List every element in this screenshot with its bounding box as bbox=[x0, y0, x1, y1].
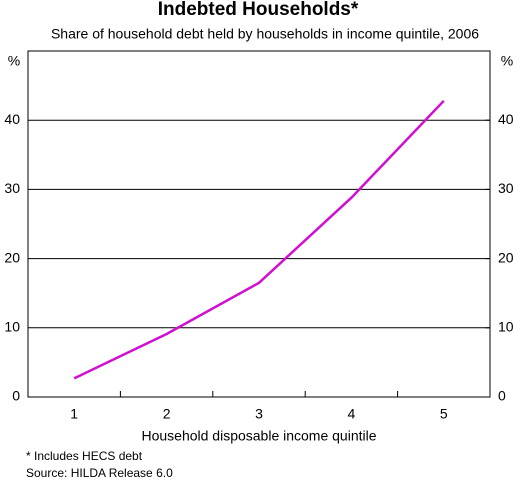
y2-tick-label: 0 bbox=[498, 388, 506, 404]
data-line bbox=[73, 99, 445, 380]
x-tick-label: 3 bbox=[255, 406, 263, 422]
x-axis-label: Household disposable income quintile bbox=[141, 428, 376, 444]
footnote: * Includes HECS debt bbox=[26, 449, 143, 463]
x-tick-label: 5 bbox=[440, 406, 448, 422]
y2-unit: % bbox=[501, 53, 513, 69]
y2-tick-label: 40 bbox=[498, 111, 514, 127]
chart-title: Indebted Households* bbox=[158, 0, 359, 20]
plot-frame bbox=[27, 50, 491, 398]
x-tick-label: 2 bbox=[163, 406, 171, 422]
y-tick-label: 20 bbox=[4, 249, 20, 265]
y2-tick-label: 10 bbox=[498, 319, 514, 335]
y-tick-label: 0 bbox=[12, 388, 20, 404]
y-unit: % bbox=[8, 53, 20, 69]
source: Source: HILDA Release 6.0 bbox=[26, 466, 173, 480]
y-tick-label: 10 bbox=[4, 319, 20, 335]
chart-subtitle: Share of household debt held by househol… bbox=[51, 26, 479, 42]
y-tick-label: 30 bbox=[4, 180, 20, 196]
y2-tick-label: 20 bbox=[498, 249, 514, 265]
y-tick-label: 40 bbox=[4, 111, 20, 127]
y2-tick-label: 30 bbox=[498, 180, 514, 196]
x-tick-label: 4 bbox=[348, 406, 356, 422]
x-tick-label: 1 bbox=[70, 406, 78, 422]
